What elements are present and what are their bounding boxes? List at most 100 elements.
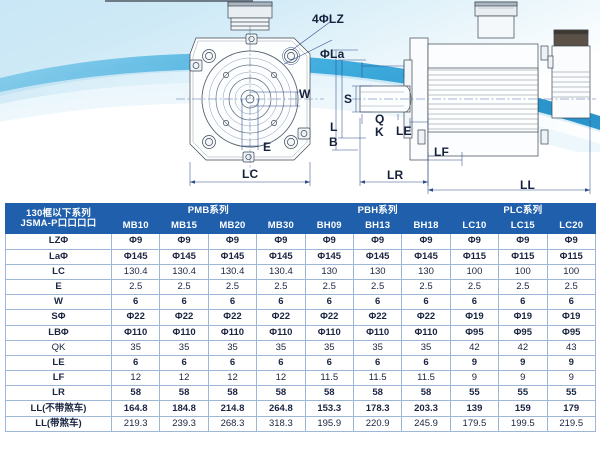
cell-9-7: 9 xyxy=(449,370,500,387)
cell-10-2: 58 xyxy=(207,385,258,402)
table-body: LZΦ Φ9 Φ9 Φ9 Φ9 Φ9 Φ9 Φ9 Φ9 Φ9 Φ9 LaΦ Φ145 Φ145 Φ145 Φ1… xyxy=(5,233,596,432)
cell-0-9: Φ9 xyxy=(546,233,596,250)
cell-9-8: 9 xyxy=(498,370,548,387)
row-label-7: QK xyxy=(5,339,112,356)
cell-9-9: 9 xyxy=(546,370,596,387)
table-row: LL(不带煞车) 164.8 184.8 214.8 264.8 153.3 178.3 20… xyxy=(5,400,596,417)
table-row: LZΦ Φ9 Φ9 Φ9 Φ9 Φ9 Φ9 Φ9 Φ9 Φ9 Φ9 xyxy=(5,233,596,250)
group-header-2: PLC系列 xyxy=(449,202,596,220)
label-4philz: 4ΦLZ xyxy=(312,12,344,26)
cell-4-7: 6 xyxy=(449,294,500,311)
cell-6-3: Φ110 xyxy=(256,324,306,341)
cell-3-9: 2.5 xyxy=(546,278,596,296)
cell-12-6: 245.9 xyxy=(401,415,451,432)
label-lc: LC xyxy=(242,167,259,181)
cell-1-9: Φ115 xyxy=(546,248,596,265)
side-dims xyxy=(332,49,591,194)
cell-3-2: 2.5 xyxy=(207,278,258,296)
cell-7-1: 35 xyxy=(159,339,209,356)
cell-4-5: 6 xyxy=(352,294,403,311)
center-lines xyxy=(176,26,324,172)
row-label-10: LR xyxy=(5,385,112,402)
cell-4-8: 6 xyxy=(498,294,548,311)
cell-2-3: 130.4 xyxy=(256,263,306,280)
dim-phila xyxy=(283,39,333,65)
cell-3-4: 2.5 xyxy=(304,278,354,296)
cell-2-7: 100 xyxy=(449,263,500,280)
row-label-11: LL(不带煞车) xyxy=(5,400,112,417)
cell-7-7: 42 xyxy=(449,339,500,356)
model-header-lc20: LC20 xyxy=(546,218,596,235)
cell-7-4: 35 xyxy=(304,339,354,356)
cell-10-5: 58 xyxy=(352,385,403,402)
cell-12-2: 268.3 xyxy=(207,415,258,432)
chamfer-pads xyxy=(189,33,311,163)
cell-2-1: 130.4 xyxy=(159,263,209,280)
cell-11-5: 178.3 xyxy=(352,400,403,417)
cell-12-1: 239.3 xyxy=(159,415,209,432)
label-k: K xyxy=(375,125,384,139)
cell-12-8: 199.5 xyxy=(498,415,548,432)
cell-6-6: Φ110 xyxy=(401,324,451,341)
cell-4-9: 6 xyxy=(546,294,596,311)
cell-11-7: 139 xyxy=(449,400,500,417)
model-header-bh09: BH09 xyxy=(304,218,354,235)
cell-10-7: 55 xyxy=(449,385,500,402)
label-w: W xyxy=(299,87,311,101)
cell-9-3: 12 xyxy=(256,370,306,387)
label-q: Q xyxy=(375,112,385,126)
cell-0-7: Φ9 xyxy=(449,233,500,250)
cell-8-7: 9 xyxy=(449,354,500,372)
mounting-holes xyxy=(202,49,298,149)
label-phila: ΦLa xyxy=(320,47,345,61)
cell-8-4: 6 xyxy=(304,354,354,372)
cell-8-5: 6 xyxy=(352,354,403,372)
model-header-mb30: MB30 xyxy=(256,218,306,235)
row-label-4: W xyxy=(5,294,112,311)
cell-1-1: Φ145 xyxy=(159,248,209,265)
cell-2-8: 100 xyxy=(498,263,548,280)
table-head: 130框以下系列 JSMA-P口口口口 PMB系列 PBH系列 PLC系列 MB10… xyxy=(5,202,596,235)
cell-10-6: 58 xyxy=(401,385,451,402)
cell-7-3: 35 xyxy=(256,339,306,356)
table-row: LE 6 6 6 6 6 6 6 9 9 9 xyxy=(5,354,596,372)
cell-11-0: 164.8 xyxy=(110,400,161,417)
cell-8-1: 6 xyxy=(159,354,209,372)
cell-0-8: Φ9 xyxy=(498,233,548,250)
cell-7-8: 42 xyxy=(498,339,548,356)
cell-6-0: Φ110 xyxy=(110,324,161,341)
cell-4-1: 6 xyxy=(159,294,209,311)
cell-5-3: Φ22 xyxy=(256,309,306,326)
side-connector-top xyxy=(474,1,518,39)
cell-3-6: 2.5 xyxy=(401,278,451,296)
cell-12-5: 220.9 xyxy=(352,415,403,432)
cell-9-4: 11.5 xyxy=(304,370,354,387)
table-row: LF 12 12 12 12 11.5 11.5 11.5 9 9 9 xyxy=(5,370,596,387)
cell-4-3: 6 xyxy=(256,294,306,311)
cell-1-6: Φ145 xyxy=(401,248,451,265)
cell-7-2: 35 xyxy=(207,339,258,356)
specification-table: 130框以下系列 JSMA-P口口口口 PMB系列 PBH系列 PLC系列 MB10… xyxy=(5,202,596,432)
encoder-block xyxy=(547,29,591,119)
model-header-bh18: BH18 xyxy=(401,218,451,235)
cell-5-0: Φ22 xyxy=(110,309,161,326)
cell-3-1: 2.5 xyxy=(159,278,209,296)
table-row: LaΦ Φ145 Φ145 Φ145 Φ145 Φ145 Φ145 Φ145 Φ115 Φ115 Φ… xyxy=(5,248,596,265)
cell-2-6: 130 xyxy=(401,263,451,280)
cell-12-0: 219.3 xyxy=(110,415,161,432)
row-label-6: LBΦ xyxy=(5,324,112,341)
cell-0-4: Φ9 xyxy=(304,233,354,250)
group-header-1: PBH系列 xyxy=(304,202,451,220)
cell-6-8: Φ95 xyxy=(498,324,548,341)
cell-11-3: 264.8 xyxy=(256,400,306,417)
cell-11-1: 184.8 xyxy=(159,400,209,417)
table-row: LBΦ Φ110 Φ110 Φ110 Φ110 Φ110 Φ110 Φ110 Φ95 Φ95 Φ95 xyxy=(5,324,596,341)
cell-12-3: 318.3 xyxy=(256,415,306,432)
cell-2-0: 130.4 xyxy=(110,263,161,280)
model-header-bh13: BH13 xyxy=(352,218,403,235)
cell-6-2: Φ110 xyxy=(207,324,258,341)
cell-1-7: Φ115 xyxy=(449,248,500,265)
cell-5-1: Φ22 xyxy=(159,309,209,326)
cell-10-1: 58 xyxy=(159,385,209,402)
